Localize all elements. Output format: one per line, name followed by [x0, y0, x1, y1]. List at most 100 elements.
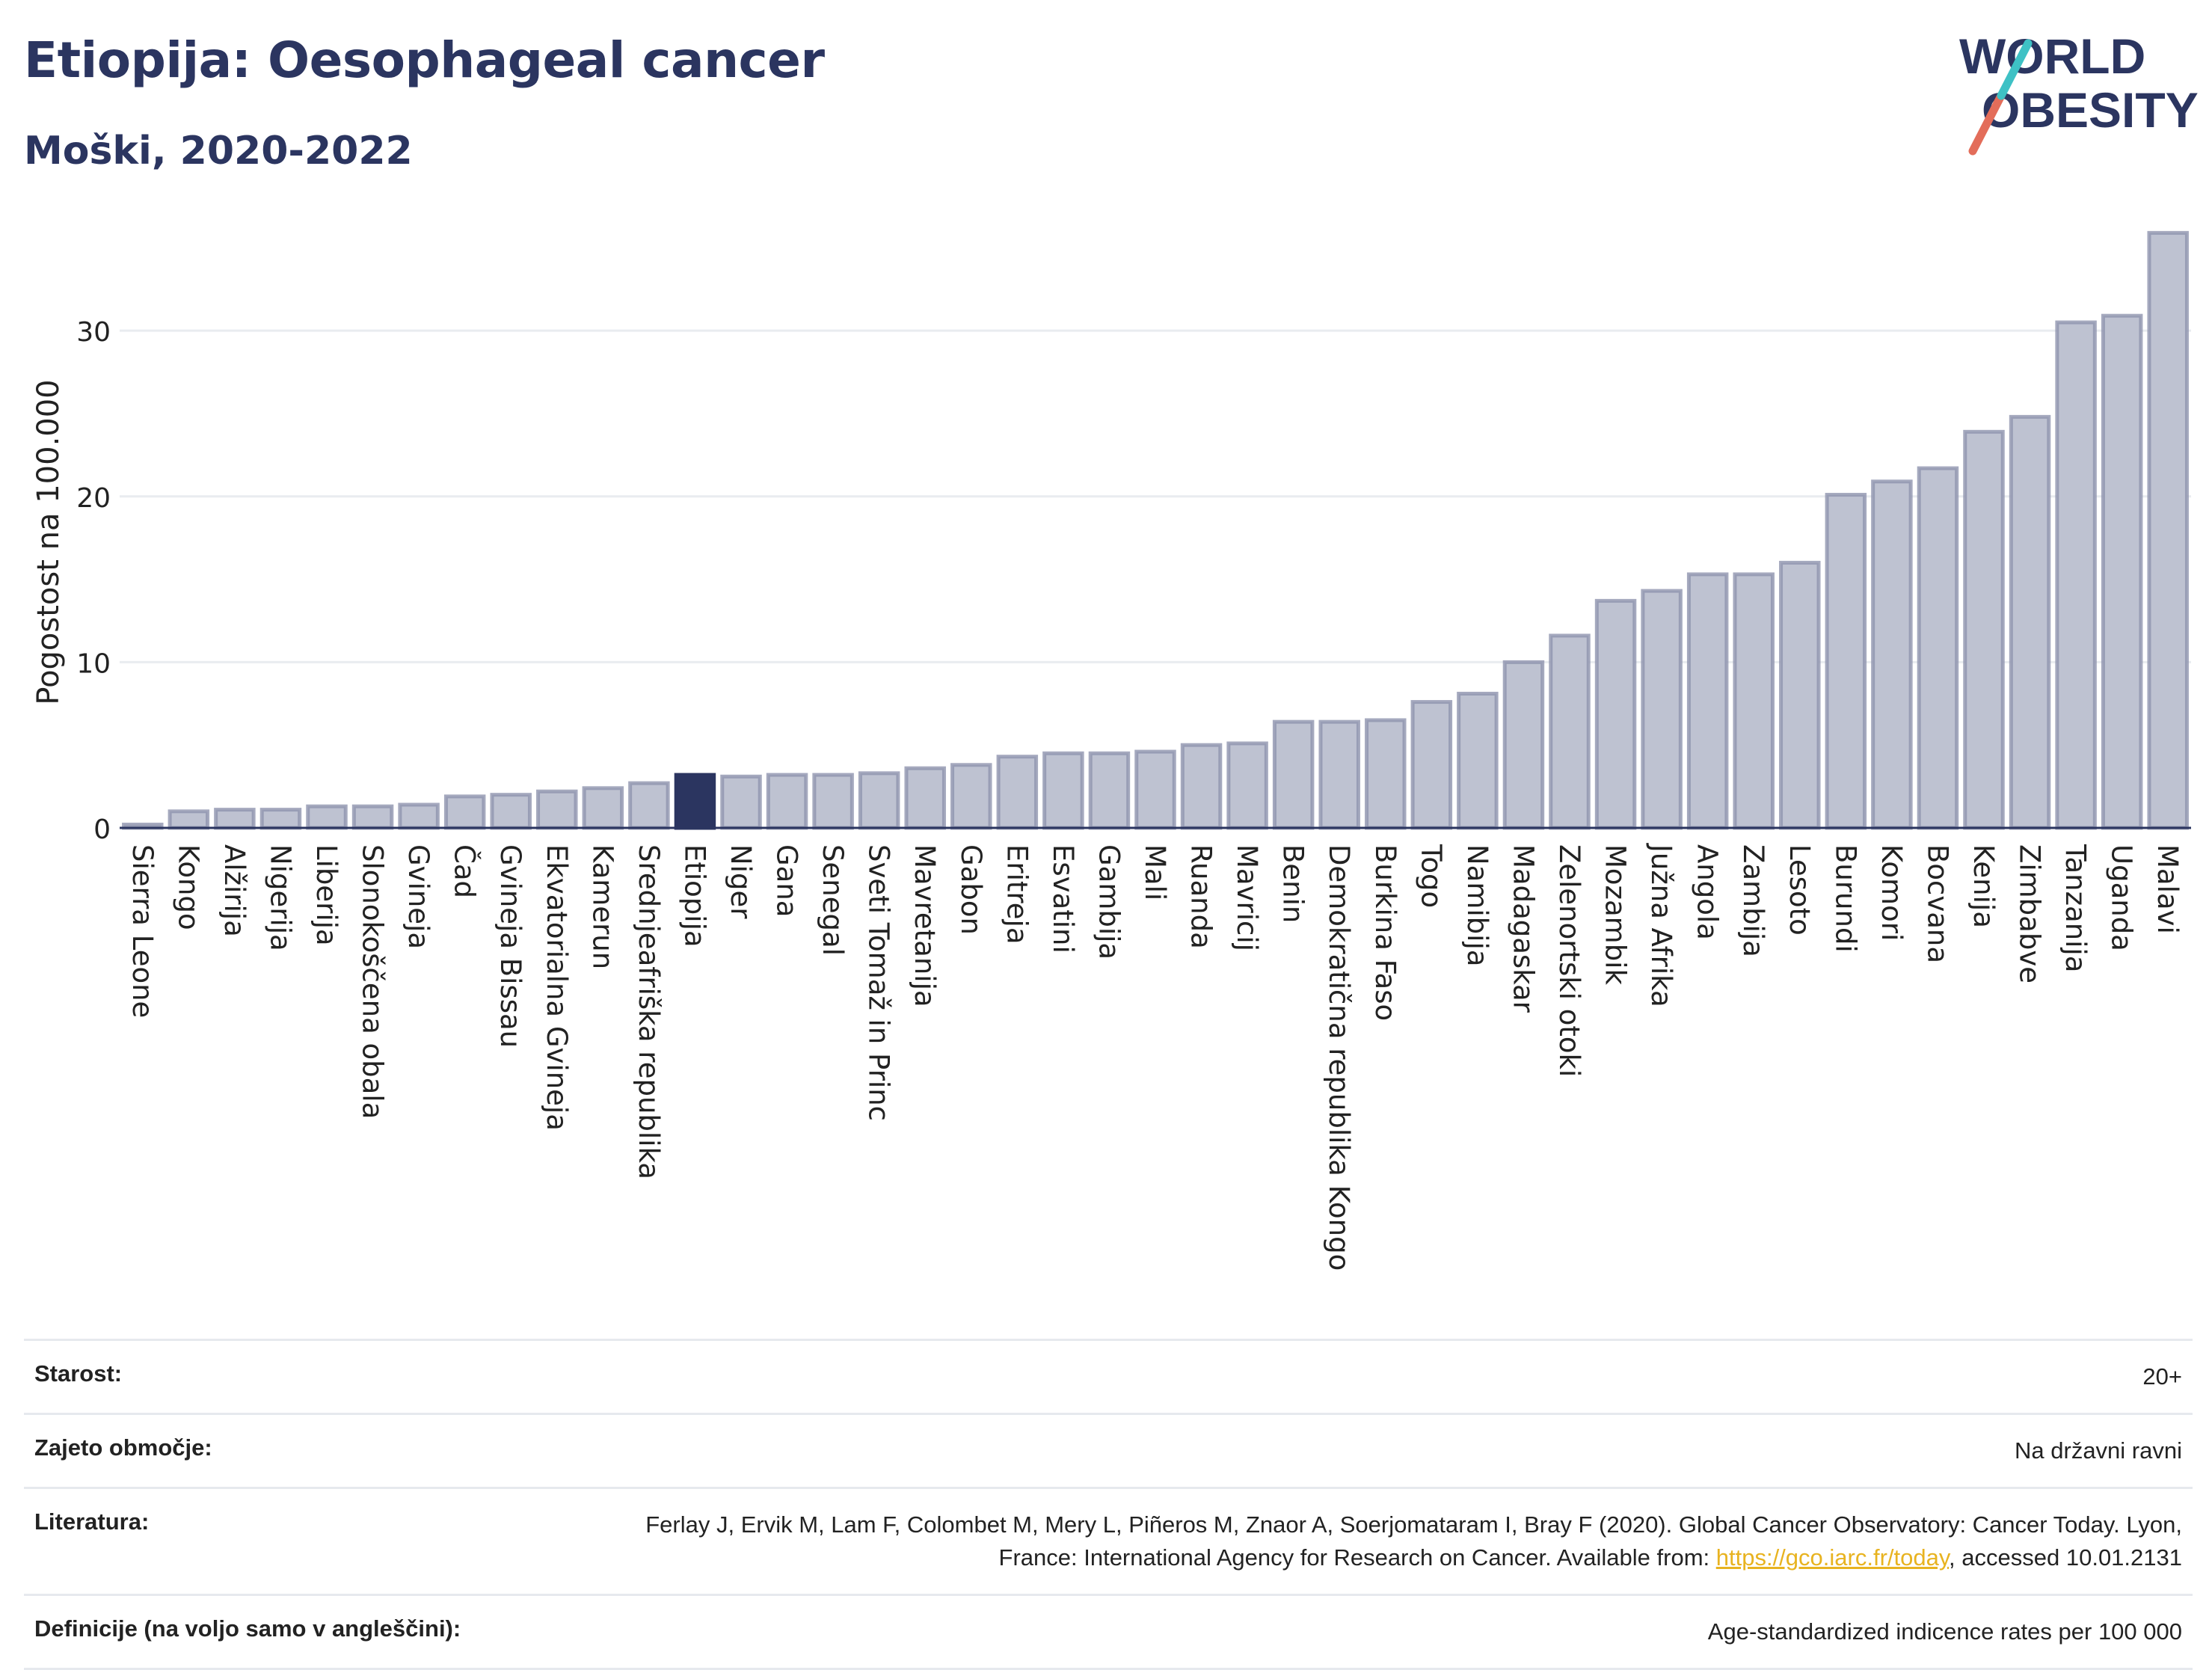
x-tick-label: Niger [725, 844, 757, 919]
bar-eritreja [996, 755, 1039, 830]
bar-chart: 0 10 20 30 Sierra Leone Kongo Alžirija Nigerij… [31, 230, 2191, 1271]
x-tick-label: Senegal [817, 844, 849, 956]
bar-sveti-tomaž-in-princ [858, 771, 900, 830]
x-tick-label: Nigerija [264, 844, 296, 951]
x-tick-label: Zelenortski otoki [1553, 844, 1585, 1077]
x-tick-label: Demokratična republika Kongo [1323, 844, 1355, 1271]
bar-kongo [168, 809, 210, 830]
bar-južna-afrika [1641, 589, 1683, 830]
bar-namibija [1457, 691, 1499, 830]
y-tick-label: 10 [76, 648, 111, 679]
bar-alžirija [214, 808, 256, 830]
chart-subtitle: Moški, 2020-2022 [24, 129, 413, 174]
x-tick-label: Etiopija [678, 844, 710, 948]
x-tick-label: Kenija [1967, 844, 2000, 928]
world-obesity-logo: WORLD OBESITY [1959, 28, 2199, 156]
bar-ekvatorialna-gvineja [536, 789, 578, 830]
x-tick-label: Slonokoščena obala [357, 844, 389, 1119]
bar-čad [443, 794, 486, 830]
bar-ruanda [1180, 743, 1223, 830]
y-axis-ticks: 0 10 20 30 [76, 317, 111, 845]
bar-burundi [1825, 493, 1867, 830]
bar-mali [1134, 749, 1176, 830]
x-tick-label: Mavricij [1231, 844, 1263, 951]
bar-gvineja [398, 802, 440, 830]
literature-value: Ferlay J, Ervik M, Lam F, Colombet M, Me… [574, 1508, 2182, 1574]
x-tick-label: Južna Afrika [1645, 843, 1677, 1007]
x-axis-labels: Sierra Leone Kongo Alžirija Nigerija Liberij… [126, 843, 2184, 1271]
bar-gambija [1088, 751, 1131, 830]
x-tick-label: Sveti Tomaž in Princ [863, 844, 895, 1121]
x-tick-label: Angola [1692, 844, 1724, 940]
x-tick-label: Benin [1277, 844, 1309, 923]
x-tick-label: Gabon [955, 844, 987, 935]
bar-madagaskar [1502, 660, 1545, 830]
bar-demokratična-republika-kongo [1318, 719, 1360, 830]
x-tick-label: Mali [1139, 844, 1171, 900]
chart-title: Etiopija: Oesophageal cancer [24, 31, 825, 89]
x-tick-label: Gvineja [402, 844, 434, 949]
bar-mavricij [1226, 741, 1268, 830]
x-tick-label: Zimbabve [2014, 844, 2046, 983]
x-tick-label: Sierra Leone [126, 844, 159, 1018]
bar-mozambik [1594, 598, 1637, 830]
bar-senegal [812, 773, 854, 830]
x-tick-label: Ekvatorialna Gvineja [541, 844, 573, 1131]
x-tick-label: Kongo [172, 844, 204, 930]
bar-malavi [2147, 230, 2189, 830]
bar-gvineja-bissau [490, 793, 532, 830]
x-tick-label: Namibija [1461, 844, 1493, 966]
x-tick-label: Esvatini [1047, 844, 1079, 954]
bar-zelenortski-otoki [1549, 633, 1591, 830]
x-tick-label: Uganda [2106, 844, 2138, 951]
x-tick-label: Gambija [1093, 844, 1125, 960]
area-value: Na državni ravni [2015, 1437, 2182, 1464]
meta-row-age: Starost: 20+ [24, 1339, 2193, 1413]
literature-label: Literatura: [34, 1508, 150, 1535]
x-tick-label: Alžirija [218, 844, 251, 937]
bar-lesoto [1779, 560, 1821, 830]
bar-bocvana [1917, 466, 1959, 830]
bar-srednjeafriška-republika [628, 781, 670, 830]
x-tick-label: Eritreja [1001, 844, 1033, 945]
bar-benin [1272, 719, 1315, 830]
bar-niger [720, 774, 762, 830]
y-tick-label: 0 [93, 814, 111, 845]
x-tick-label: Srednjeafriška republika [633, 844, 665, 1179]
meta-row-literature: Literatura: Ferlay J, Ervik M, Lam F, Co… [24, 1487, 2193, 1594]
bar-togo [1410, 700, 1453, 830]
area-label: Zajeto območje: [34, 1434, 212, 1461]
bar-gabon [950, 763, 992, 830]
x-tick-label: Madagaskar [1507, 844, 1539, 1013]
x-tick-label: Togo [1415, 844, 1447, 908]
bar-esvatini [1042, 751, 1084, 830]
bar-komori [1871, 479, 1913, 830]
x-tick-label: Tanzanija [2059, 844, 2092, 972]
logo-word-world: WORLD [1959, 28, 2145, 84]
x-tick-label: Mavretanija [909, 844, 941, 1007]
bar-uganda [2101, 313, 2143, 830]
bar-tanzanija [2055, 320, 2097, 830]
x-tick-label: Gana [771, 844, 803, 917]
y-axis-label: Pogostost na 100.000 [31, 379, 66, 704]
x-tick-label: Čad [449, 844, 482, 898]
age-label: Starost: [34, 1360, 123, 1387]
metadata-table: Starost: 20+ Zajeto območje: Na državni … [24, 1339, 2193, 1670]
definitions-value: Age-standardized indicence rates per 100… [1707, 1618, 2182, 1645]
literature-link[interactable]: https://gco.iarc.fr/today [1715, 1544, 1950, 1571]
bars [120, 230, 2191, 830]
logo-word-obesity: OBESITY [1982, 82, 2199, 138]
x-tick-label: Ruanda [1185, 844, 1217, 949]
literature-accessed: , accessed 10.01.2131 [1949, 1544, 2182, 1571]
y-tick-label: 20 [76, 483, 111, 514]
x-tick-label: Burkina Faso [1369, 844, 1401, 1021]
x-tick-label: Mozambik [1600, 844, 1632, 985]
bar-slonokoščena-obala [351, 804, 394, 830]
x-tick-label: Kamerun [586, 844, 618, 969]
meta-row-area: Zajeto območje: Na državni ravni [24, 1413, 2193, 1487]
x-tick-label: Lesoto [1784, 844, 1816, 936]
bar-etiopija [674, 773, 716, 830]
x-tick-label: Burundi [1829, 844, 1861, 953]
y-tick-label: 30 [76, 317, 111, 348]
x-tick-label: Zambija [1737, 844, 1769, 957]
